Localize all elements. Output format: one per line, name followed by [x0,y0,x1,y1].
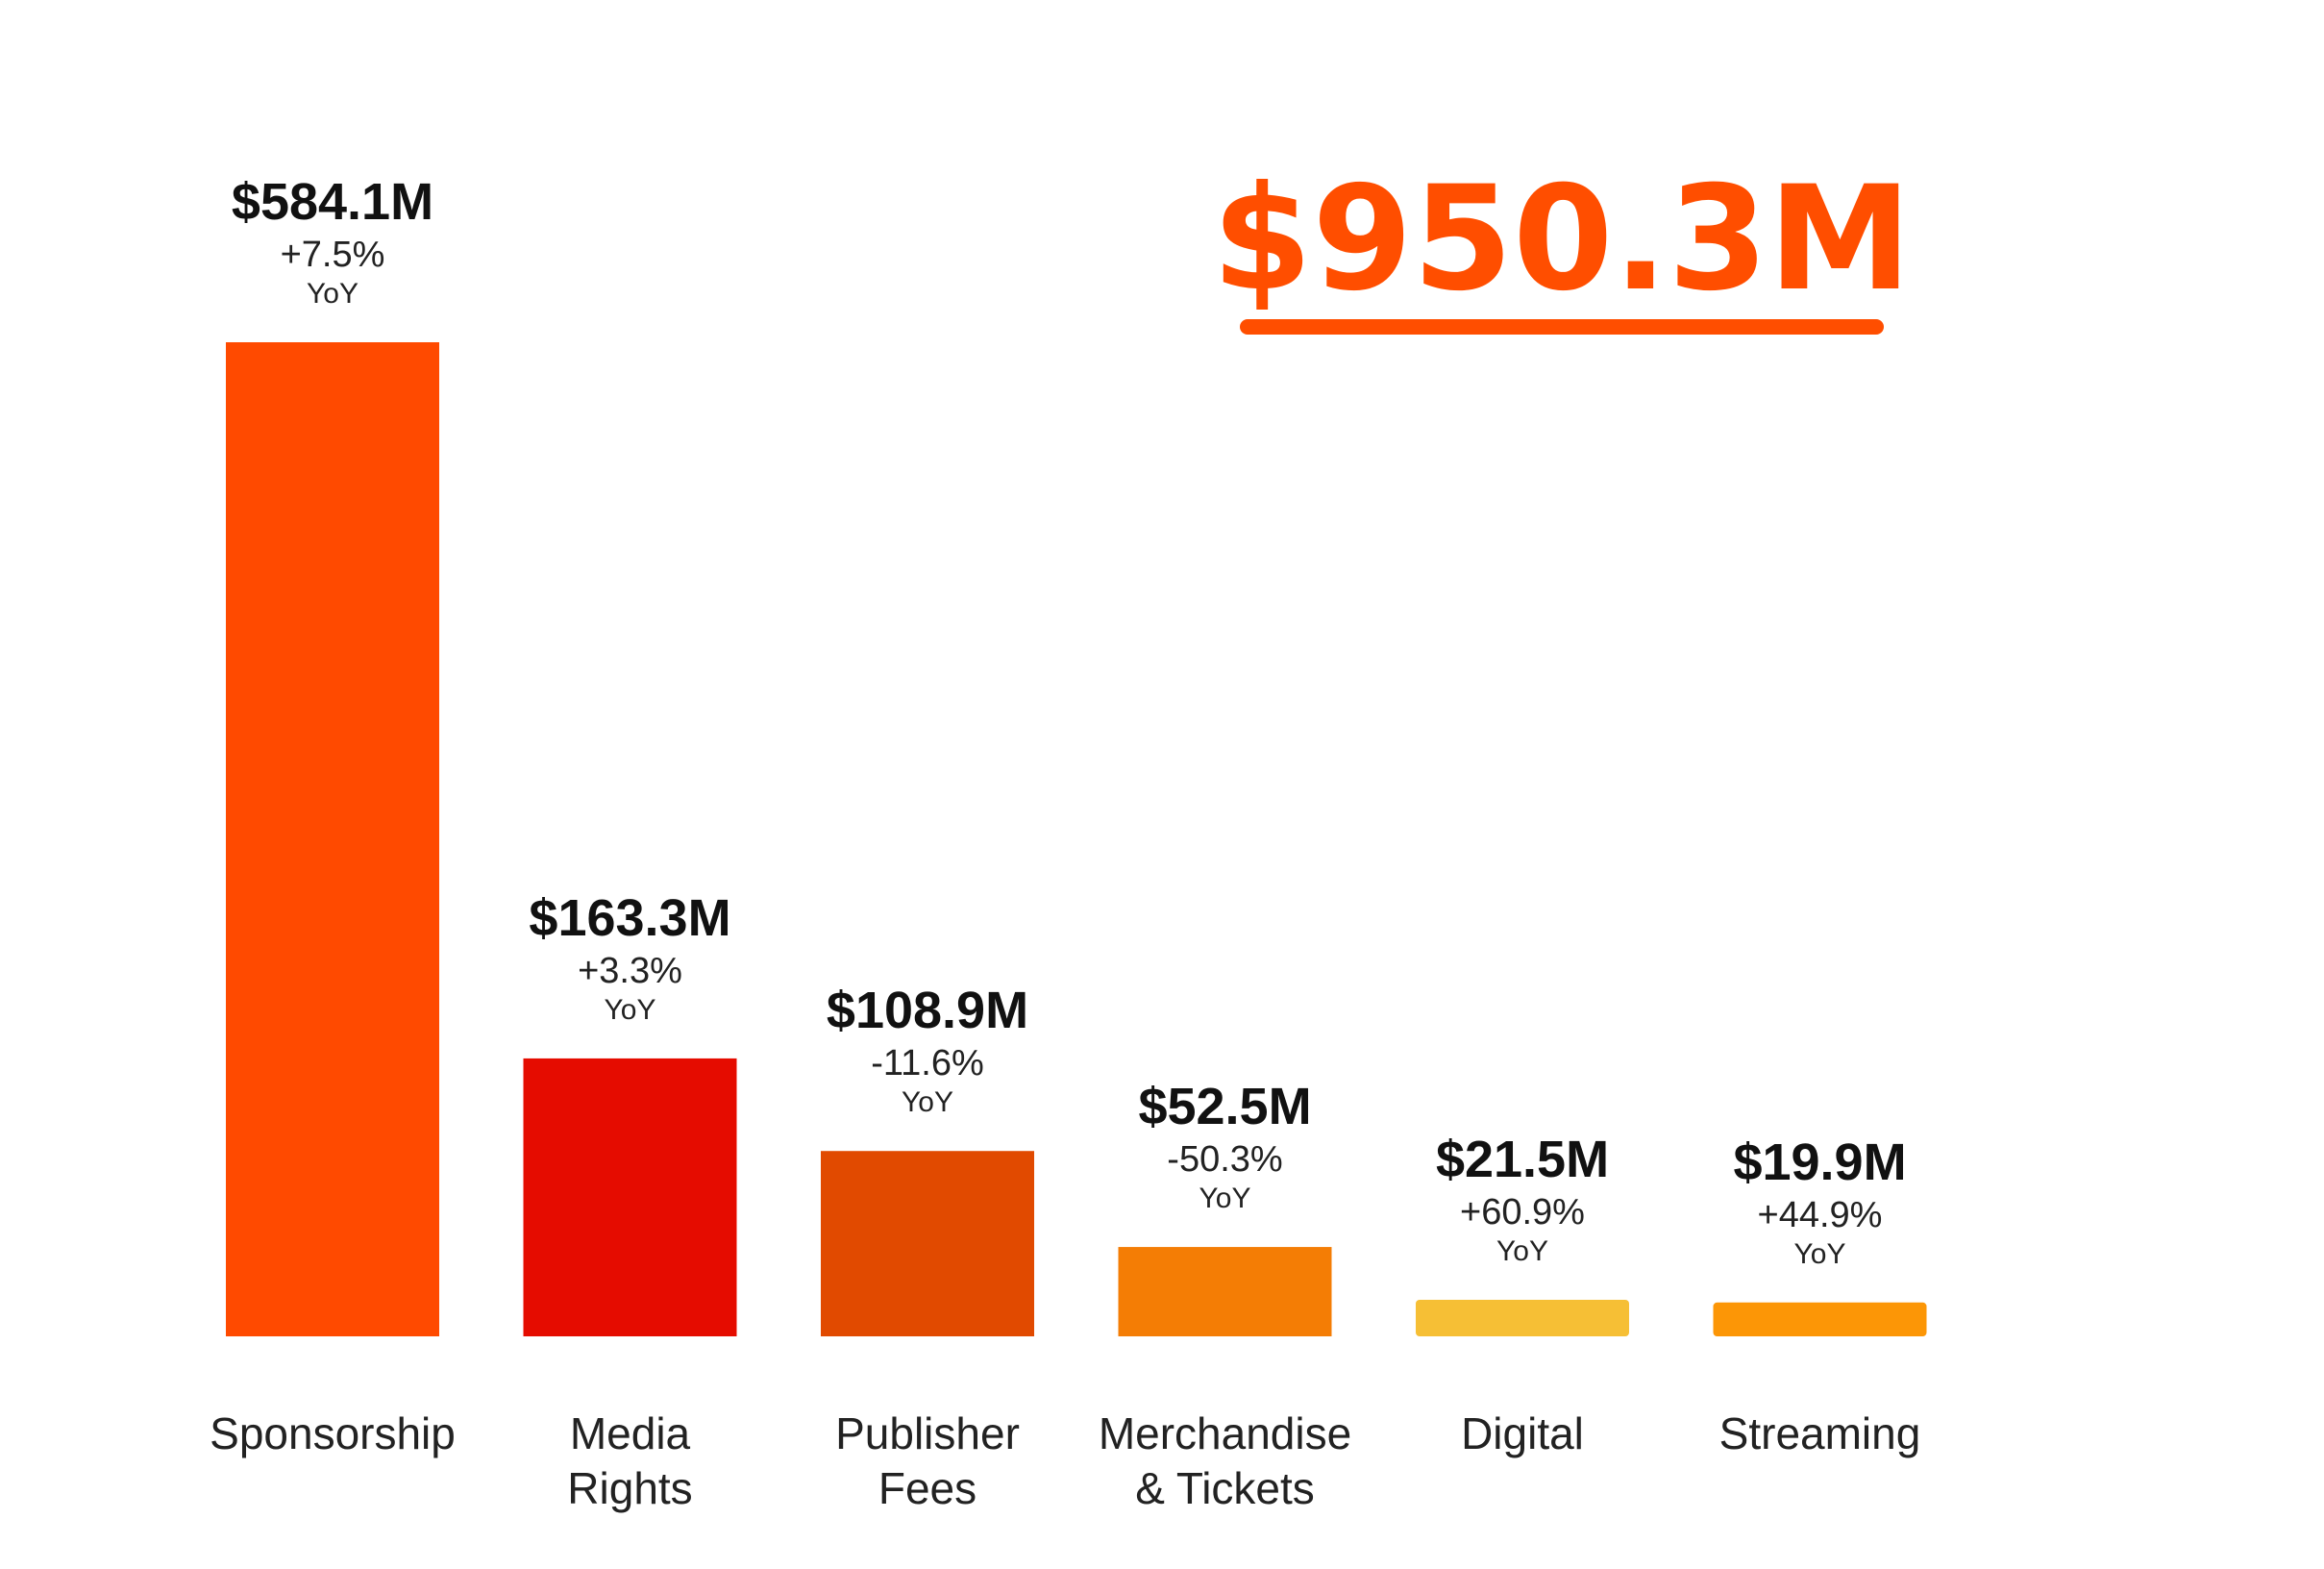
bar [1416,1299,1629,1336]
value-label: $584.1M [232,173,433,231]
category-label: Merchandise [1099,1408,1351,1458]
value-label: $108.9M [827,982,1028,1039]
value-label: $21.5M [1436,1131,1609,1188]
bar [821,1151,1034,1336]
bars-layer: $584.1M+7.5%YoYSponsorship$163.3M+3.3%Yo… [210,173,1927,1513]
yoy-label: YoY [1496,1235,1548,1267]
category-label: Rights [567,1463,692,1513]
category-label: & Tickets [1135,1463,1315,1513]
yoy-label: YoY [902,1086,953,1118]
category-label: Sponsorship [210,1408,456,1458]
category-label: Fees [878,1463,977,1513]
category-label: Digital [1461,1408,1584,1458]
bar [523,1058,737,1336]
total-revenue: $950.3M [1212,156,1912,323]
change-label: +44.9% [1758,1195,1883,1235]
category-label: Media [570,1408,691,1458]
total-underline [1240,319,1884,335]
bar [226,342,439,1336]
category-label: Publisher [835,1408,1020,1458]
value-label: $19.9M [1733,1133,1906,1191]
yoy-label: YoY [1199,1183,1251,1214]
yoy-label: YoY [605,994,656,1026]
change-label: +60.9% [1460,1192,1585,1233]
change-label: -50.3% [1167,1139,1282,1180]
value-label: $52.5M [1138,1078,1311,1135]
change-label: -11.6% [871,1043,984,1083]
change-label: +3.3% [578,951,682,991]
yoy-label: YoY [307,278,358,310]
yoy-label: YoY [1794,1238,1846,1270]
category-label: Streaming [1719,1408,1921,1458]
bar [1118,1247,1332,1336]
bar [1713,1302,1927,1336]
change-label: +7.5% [281,235,385,275]
value-label: $163.3M [529,889,730,947]
